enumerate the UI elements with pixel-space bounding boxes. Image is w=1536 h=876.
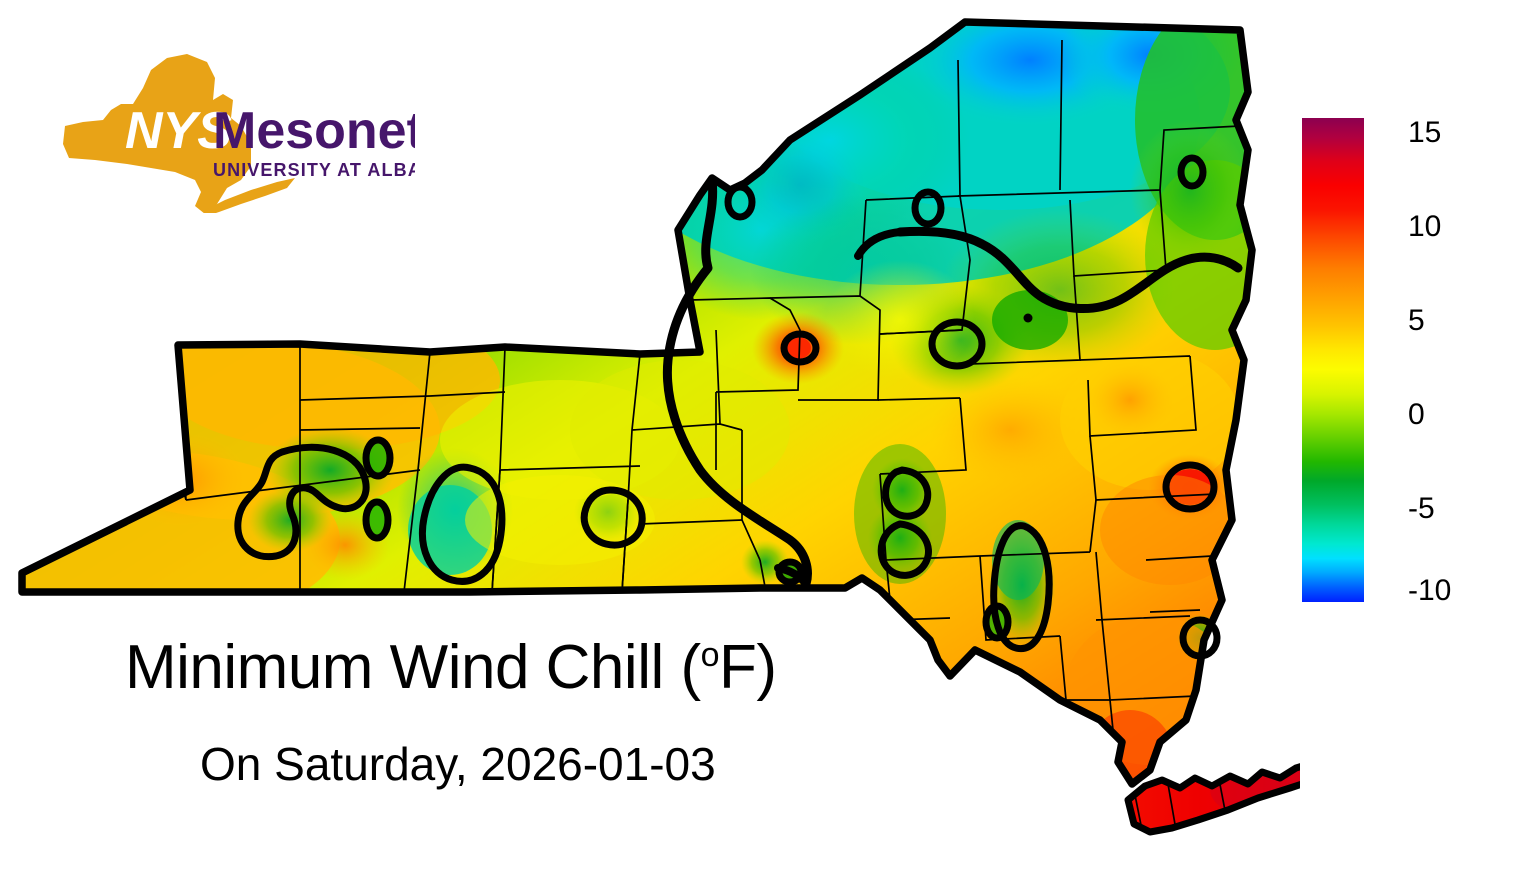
nys-mesonet-logo: NYS Mesonet UNIVERSITY AT ALBANY bbox=[55, 48, 415, 213]
contour-ring-warm-hudson bbox=[1162, 461, 1218, 513]
contour-ring-catskill-elongated bbox=[990, 522, 1053, 653]
contour-ring-small-e bbox=[362, 498, 392, 542]
logo-tagline-text: UNIVERSITY AT ALBANY bbox=[213, 160, 415, 180]
logo-state-shape bbox=[63, 54, 251, 213]
map-title: Minimum Wind Chill (oF) bbox=[125, 632, 777, 703]
contour-rings bbox=[234, 154, 1221, 660]
colorbar-tick-5: 5 bbox=[1408, 304, 1425, 337]
station-dot-marker bbox=[1023, 313, 1033, 323]
colorbar-gradient bbox=[1302, 118, 1364, 602]
state-temperature-map bbox=[18, 18, 1300, 836]
contour-ring-small-f bbox=[775, 558, 805, 586]
map-title-main: Minimum Wind Chill ( bbox=[125, 633, 701, 702]
colorbar-tick-neg5: -5 bbox=[1408, 492, 1435, 525]
colorbar-tick-0: 0 bbox=[1408, 398, 1425, 431]
contour-ring-cold-mohawk bbox=[928, 318, 986, 370]
colorbar-tick-neg10: -10 bbox=[1408, 574, 1452, 607]
contour-ring-western-cold bbox=[234, 443, 370, 561]
colorbar-tick-10: 10 bbox=[1408, 210, 1442, 243]
state-outline-long-island bbox=[1124, 763, 1300, 836]
degree-symbol: o bbox=[700, 636, 720, 674]
map-title-suffix: F) bbox=[719, 633, 777, 702]
logo-mesonet-text: Mesonet bbox=[213, 102, 415, 160]
colorbar-tick-15: 15 bbox=[1408, 116, 1442, 149]
contour-ring-warm-oneida bbox=[780, 330, 820, 366]
state-outline-mainland bbox=[18, 18, 1256, 788]
contour-ring-allegany-cold bbox=[418, 463, 506, 585]
logo-nys-text: NYS bbox=[125, 102, 232, 160]
contour-ring-small-c bbox=[1177, 154, 1207, 190]
contour-ring-small-d bbox=[362, 436, 394, 480]
contour-ring-figure-eight bbox=[877, 466, 932, 579]
contour-ring-cold-finger-lakes bbox=[580, 486, 646, 549]
map-subtitle: On Saturday, 2026-01-03 bbox=[200, 738, 716, 790]
colorbar: 15 10 5 0 -5 -10 bbox=[1300, 112, 1536, 608]
logo-long-island-shape bbox=[205, 178, 295, 213]
contour-ring-small-b bbox=[911, 188, 945, 228]
